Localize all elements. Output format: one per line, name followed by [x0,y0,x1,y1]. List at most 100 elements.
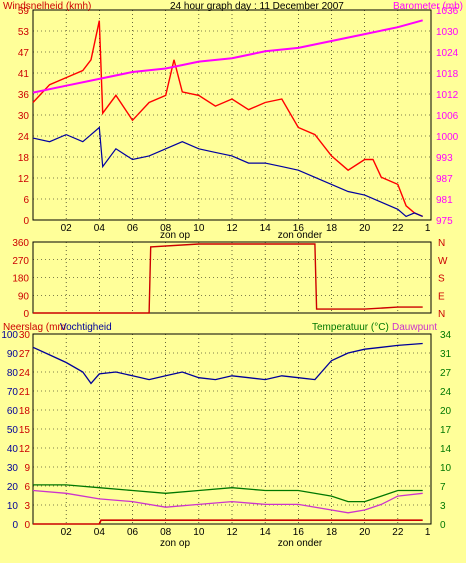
humidity-x-tick-label: 04 [94,527,106,538]
rain-tick-label: 15 [19,425,31,436]
chart-title: 24 hour graph day : 11 December 2007 [170,1,344,12]
temperature-tick-label: 3 [440,501,446,512]
compass-label: E [438,291,445,302]
rain-tick-label: 24 [19,368,31,379]
humidity-tick-label: 30 [7,463,19,474]
temperature-tick-label: 31 [440,349,452,360]
wind-x-tick-label: 22 [392,223,404,234]
wind-tick-label: 30 [18,111,30,122]
barometer-tick-label: 1030 [436,27,459,38]
humidity-x-tick-label: 10 [193,527,205,538]
barometer-tick-label: 981 [436,195,453,206]
wind-x-tick-label: 14 [260,223,272,234]
temperature-tick-label: 24 [440,387,452,398]
direction-tick-label: 270 [12,256,29,267]
barometer-tick-label: 1006 [436,111,459,122]
barometer-axis-title: Barometer (mb) [393,1,463,12]
humidity-tick-label: 20 [7,482,19,493]
humidity-tick-label: 90 [7,349,19,360]
rain-tick-label: 6 [24,482,30,493]
barometer-tick-label: 1000 [436,132,459,143]
humidity-x-tick-label: 08 [160,527,172,538]
direction-tick-label: 0 [23,309,29,320]
temperature-tick-label: 10 [440,463,452,474]
humidity-tick-label: 70 [7,387,19,398]
humidity-x-tick-label: 18 [326,527,338,538]
wind-x-tick-label: 06 [127,223,139,234]
wind-tick-label: 24 [18,132,30,143]
humidity-tick-label: 60 [7,406,19,417]
humidity-x-tick-label: 02 [61,527,73,538]
wind-x-tick-label: 16 [293,223,305,234]
temperature-tick-label: 27 [440,368,452,379]
humidity-tick-label: 40 [7,444,19,455]
humidity-tick-label: 0 [12,520,18,531]
temperature-tick-label: 20 [440,406,452,417]
humidity-x-tick-label: 06 [127,527,139,538]
humidity-tick-label: 10 [7,501,19,512]
dewpoint-axis-title: Dauwpunt [392,322,437,333]
temperature-axis-title: Temperatuur (°C) [312,322,389,333]
barometer-tick-label: 1024 [436,48,459,59]
temperature-tick-label: 17 [440,425,452,436]
wind-x-tick-label: 10 [193,223,205,234]
humidity-x-tick-label: 20 [359,527,371,538]
compass-label: W [438,256,448,267]
wind-tick-label: 0 [23,216,29,227]
compass-label: S [438,274,445,285]
wind-tick-label: 36 [18,90,30,101]
humidity-x-tick-label: 14 [260,527,272,538]
temperature-tick-label: 34 [440,330,452,341]
rain-tick-label: 0 [24,520,30,531]
wind-direction-line [33,243,423,314]
wind-tick-label: 41 [18,69,30,80]
temperature-tick-label: 14 [440,444,452,455]
wind-tick-label: 59 [18,6,30,17]
rain-axis-title: Neerslag (mm [3,322,66,333]
humidity-x-tick-label: 12 [226,527,238,538]
direction-panel-frame [32,241,432,314]
wind-tick-label: 18 [18,153,30,164]
rain-tick-label: 9 [24,463,30,474]
wind-tick-label: 12 [18,174,30,185]
rain-tick-label: 12 [19,444,31,455]
rain-line [33,519,423,525]
compass-label: N [438,309,445,320]
wind-x-tick-label: 18 [326,223,338,234]
temperature-tick-label: 7 [440,482,446,493]
wind-x-tick-label: 04 [94,223,106,234]
wind-x-tick-label: 1 [425,223,431,234]
direction-tick-label: 90 [18,291,30,302]
compass-label: N [438,238,445,249]
humidity-x-tick-label: 16 [293,527,305,538]
sunrise-label: zon op [160,538,190,549]
wind-gust-line [32,20,423,218]
barometer-line [32,19,423,94]
rain-tick-label: 3 [24,501,30,512]
barometer-tick-label: 975 [436,216,453,227]
wind-axis-title: Windsnelheid (kmh) [3,1,91,12]
humidity-x-tick-label: 1 [425,527,431,538]
humidity-x-tick-label: 22 [392,527,404,538]
wind-x-tick-label: 12 [226,223,238,234]
wind-tick-label: 53 [18,27,30,38]
wind-tick-label: 47 [18,48,30,59]
barometer-tick-label: 1012 [436,90,459,101]
wind-x-tick-label: 08 [160,223,172,234]
humidity-axis-title: Vochtigheid [60,322,112,333]
wind-average-line [32,126,423,218]
temperature-line [33,484,423,503]
wind-x-tick-label: 20 [359,223,371,234]
wind-x-tick-label: 02 [61,223,73,234]
dewpoint-line [32,489,423,514]
humidity-tick-label: 100 [1,330,18,341]
direction-tick-label: 180 [12,274,29,285]
barometer-tick-label: 1018 [436,69,459,80]
humidity-tick-label: 50 [7,425,19,436]
sunset-label: zon onder [278,538,323,549]
rain-tick-label: 30 [19,330,31,341]
temperature-tick-label: 0 [440,520,446,531]
rain-tick-label: 21 [19,387,31,398]
